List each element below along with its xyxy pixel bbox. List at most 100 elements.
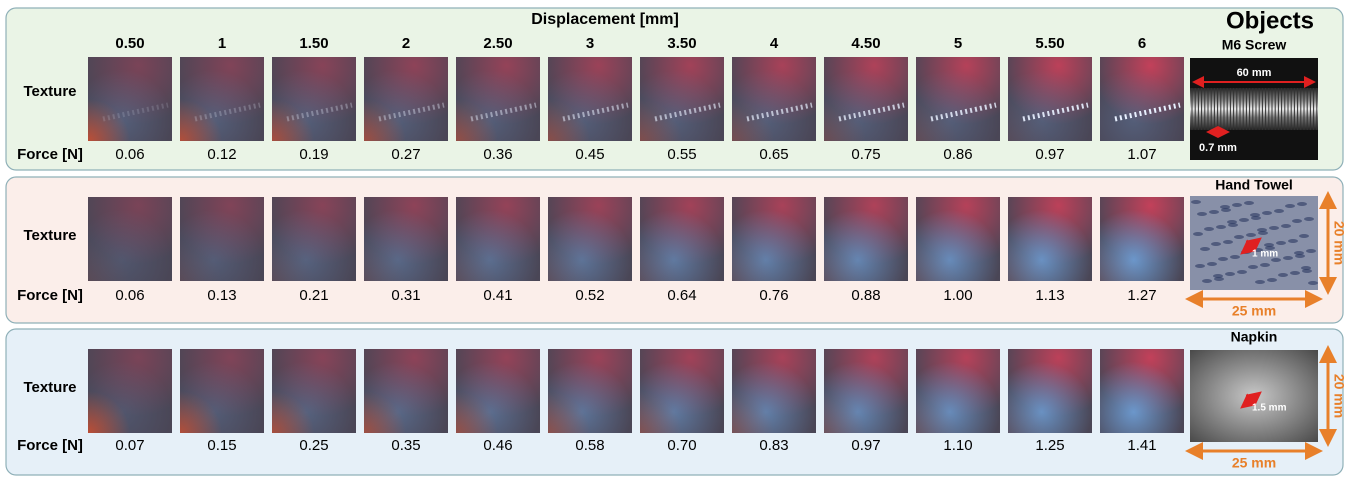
fiber [1200,247,1210,251]
force-value: 0.12 [207,146,236,163]
imprint [562,102,629,122]
texture-image [88,349,172,433]
annotation: 25 mm [1232,455,1276,471]
fiber [1299,234,1309,238]
force-value: 0.46 [483,437,512,454]
image-orange [1100,197,1184,281]
fiber [1220,205,1230,209]
image-orange [456,57,540,141]
texture-image [640,349,724,433]
displacement-label: 5.50 [1035,35,1064,52]
force-value: 0.58 [575,437,604,454]
imprint [470,102,537,122]
object-name: M6 Screw [1222,37,1287,53]
force-value: 0.76 [759,287,788,304]
fiber [1288,239,1298,243]
force-value: 0.65 [759,146,788,163]
force-value: 0.88 [851,287,880,304]
displacement-label: 1.50 [299,35,328,52]
force-value: 0.41 [483,287,512,304]
force-value: 1.41 [1127,437,1156,454]
image-orange [180,57,264,141]
force-value: 1.10 [943,437,972,454]
fiber [1223,240,1233,244]
texture-image [1008,57,1092,141]
image-orange [1008,197,1092,281]
texture-image [916,197,1000,281]
force-value: 0.13 [207,287,236,304]
force-value: 1.13 [1035,287,1064,304]
fiber [1214,277,1224,281]
fiber [1290,271,1300,275]
texture-image [456,197,540,281]
texture-image [1100,57,1184,141]
fiber [1197,212,1207,216]
force-value: 0.70 [667,437,696,454]
force-value: 0.52 [575,287,604,304]
texture-image [824,57,908,141]
force-label: Force [N] [17,146,83,163]
texture-image [88,57,172,141]
texture-image [456,57,540,141]
displacement-label: 6 [1138,35,1146,52]
displacement-label: 1 [218,35,226,52]
texture-image [272,197,356,281]
fiber [1255,280,1265,284]
image-orange [916,57,1000,141]
image-orange [272,197,356,281]
fiber [1234,235,1244,239]
image-orange [916,349,1000,433]
fiber [1267,278,1277,282]
fiber [1246,233,1256,237]
fiber [1207,262,1217,266]
texture-image [1100,197,1184,281]
fiber [1306,249,1316,253]
fiber [1304,217,1314,221]
annotation: 1.5 mm [1252,403,1287,414]
force-value: 0.06 [115,287,144,304]
texture-image [364,197,448,281]
force-value: 1.27 [1127,287,1156,304]
texture-image [1008,349,1092,433]
fiber [1274,209,1284,213]
texture-image [272,57,356,141]
force-label: Force [N] [17,437,83,454]
force-value: 0.25 [299,437,328,454]
force-label: Force [N] [17,287,83,304]
force-value: 0.31 [391,287,420,304]
fiber [1283,256,1293,260]
texture-label: Texture [23,227,76,244]
image-orange [1008,349,1092,433]
imprint [378,102,445,122]
force-value: 1.25 [1035,437,1064,454]
image-orange [88,57,172,141]
force-value: 0.97 [1035,146,1064,163]
image-orange [180,349,264,433]
screw [1190,88,1318,130]
fiber [1262,211,1272,215]
image-orange [1008,57,1092,141]
fiber [1216,225,1226,229]
annotation: 1 mm [1252,249,1278,260]
fiber [1232,203,1242,207]
displacement-label: 3.50 [667,35,696,52]
fiber [1302,269,1312,273]
texture-image [272,349,356,433]
texture-image [824,197,908,281]
image-orange [916,197,1000,281]
texture-image [732,57,816,141]
image-orange [364,349,448,433]
displacement-label: 2 [402,35,410,52]
fiber [1295,254,1305,258]
image-orange [640,57,724,141]
fiber [1218,257,1228,261]
annotation: 60 mm [1237,67,1272,79]
texture-image [548,57,632,141]
texture-image [180,197,264,281]
force-value: 0.45 [575,146,604,163]
displacement-label: 3 [586,35,594,52]
object-name: Hand Towel [1215,177,1293,193]
fiber [1271,258,1281,262]
force-value: 0.35 [391,437,420,454]
